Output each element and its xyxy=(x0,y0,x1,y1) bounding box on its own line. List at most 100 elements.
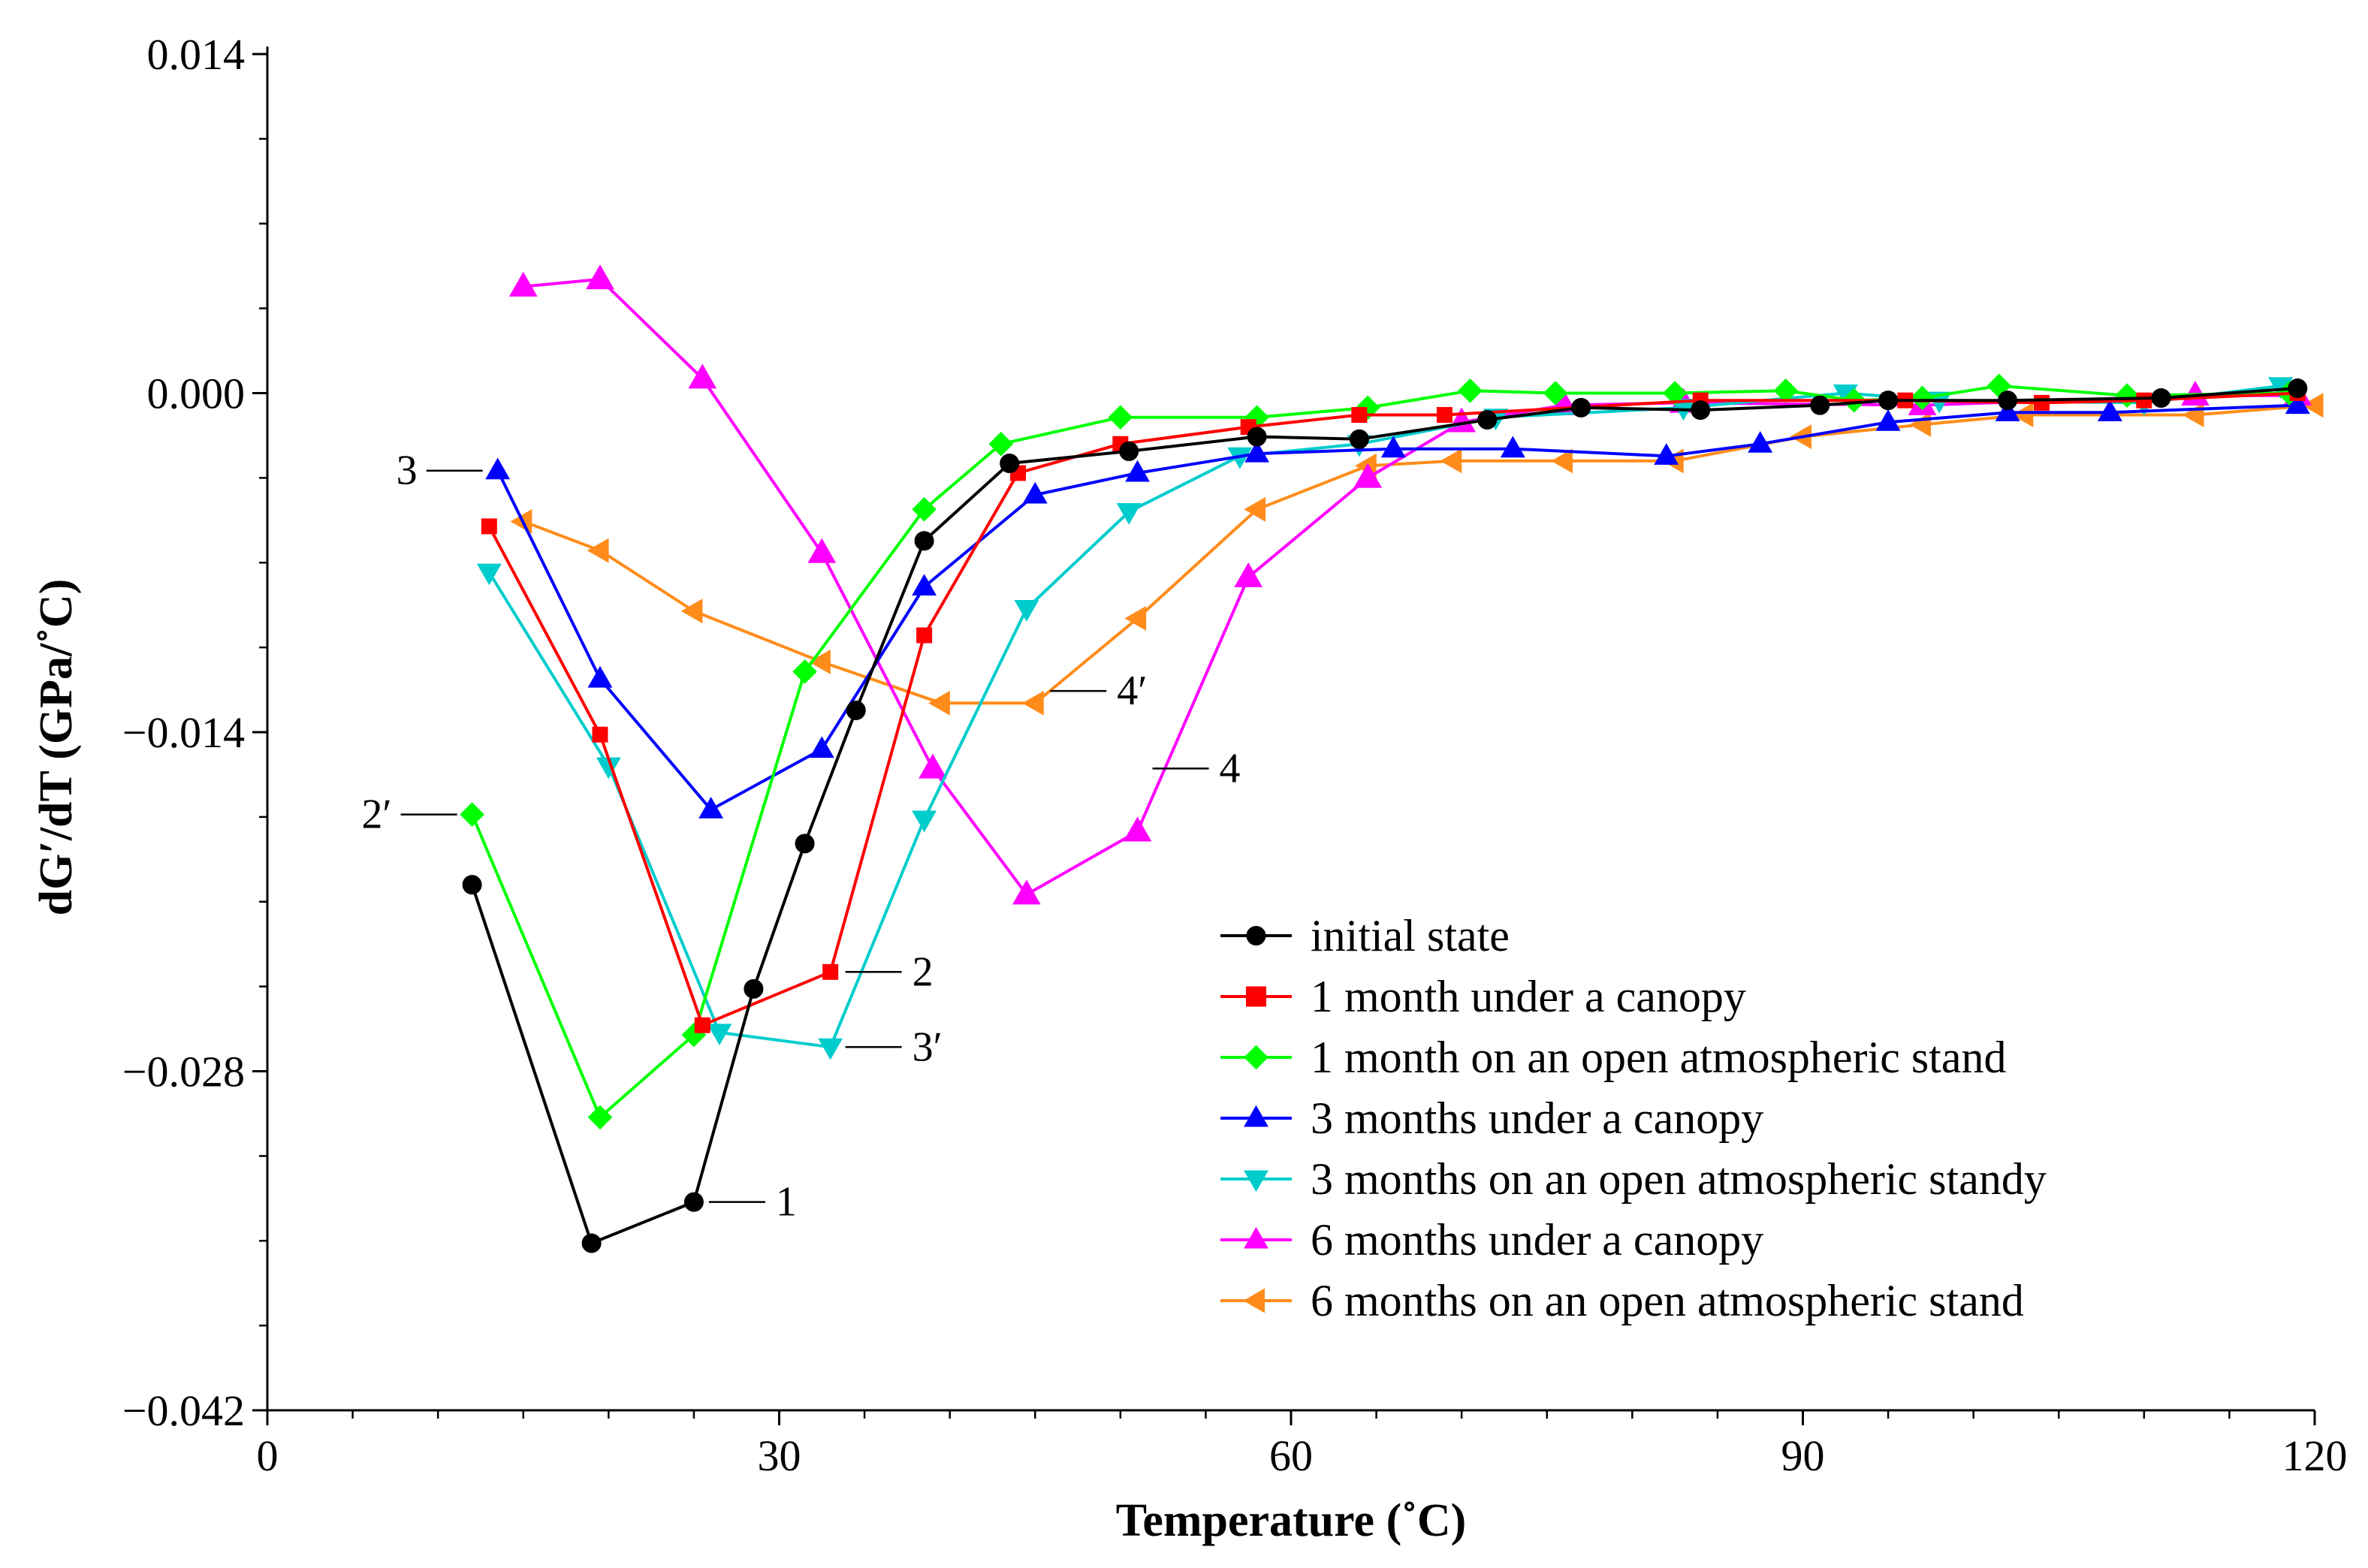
legend-label: initial state xyxy=(1311,911,1510,960)
legend-item: 6 months under a canopy xyxy=(1220,1215,1763,1265)
legend-item: 3 months on an open atmospheric standy xyxy=(1220,1154,2047,1204)
data-point xyxy=(1500,436,1525,458)
data-point xyxy=(1022,481,1048,504)
series-line xyxy=(496,403,2298,812)
data-point xyxy=(592,726,608,743)
data-point xyxy=(2288,378,2308,399)
data-point xyxy=(2136,392,2152,409)
legend-marker xyxy=(1244,1226,1268,1249)
x-axis-title: Temperature (˚C) xyxy=(1116,1495,1467,1546)
data-point xyxy=(2182,403,2204,427)
data-point xyxy=(1543,381,1568,406)
y-tick-label: −0.042 xyxy=(122,1386,245,1435)
axes: 0 30 60 90 120 0.014 0.000 −0.014 −0.028 −0.042 Te… xyxy=(31,30,2348,1546)
data-point xyxy=(1458,378,1483,403)
data-point xyxy=(2151,387,2171,408)
data-point xyxy=(1116,502,1142,525)
data-point xyxy=(1910,385,1935,411)
legend-label: 3 months on an open atmospheric standy xyxy=(1311,1154,2047,1204)
data-point xyxy=(1436,407,1452,424)
x-tick-label: 90 xyxy=(1781,1431,1825,1480)
data-point xyxy=(2285,392,2310,415)
data-point xyxy=(988,431,1014,457)
y-axis-title: dG′/dT (GPa/˚C) xyxy=(31,579,82,916)
data-point xyxy=(1234,562,1263,587)
series-layer xyxy=(460,264,2324,1253)
data-point xyxy=(694,1017,710,1033)
data-point xyxy=(809,736,834,758)
data-point xyxy=(1124,605,1147,631)
legend: initial state 1 month under a canopy 1 mon… xyxy=(1220,911,2047,1325)
legend-marker xyxy=(1246,986,1266,1007)
data-point xyxy=(1810,395,1830,415)
data-point xyxy=(1878,390,1899,411)
data-point xyxy=(1349,429,1369,449)
data-point xyxy=(481,518,497,535)
data-point xyxy=(2301,393,2324,418)
data-point xyxy=(792,659,817,684)
data-point xyxy=(928,690,950,716)
x-tick-label: 120 xyxy=(2282,1431,2348,1480)
legend-label: 6 months on an open atmospheric stand xyxy=(1311,1276,2024,1325)
x-tick-label: 60 xyxy=(1269,1431,1313,1480)
data-point xyxy=(912,810,937,833)
data-point xyxy=(1000,454,1020,474)
y-tick-label: 0.014 xyxy=(147,30,246,79)
data-point xyxy=(912,574,937,596)
data-point xyxy=(919,753,947,779)
annotations: 1 2 2′ 3 3′ 4 4′ xyxy=(361,448,1240,1226)
data-point xyxy=(1477,409,1498,430)
data-point xyxy=(707,1024,732,1046)
data-point xyxy=(1995,400,2020,421)
legend-item: 3 months under a canopy xyxy=(1220,1093,1763,1143)
series-line xyxy=(470,384,2289,1119)
data-point xyxy=(1351,407,1368,424)
data-point xyxy=(1021,690,1044,716)
legend-item: 1 month on an open atmospheric stand xyxy=(1220,1033,2006,1082)
data-point xyxy=(460,802,484,827)
data-point xyxy=(683,1192,704,1212)
x-tick-label: 0 xyxy=(257,1431,279,1480)
data-point xyxy=(485,457,511,480)
data-point xyxy=(744,978,764,999)
data-point xyxy=(2034,394,2050,411)
data-point xyxy=(795,834,815,854)
data-point xyxy=(688,363,717,389)
data-point xyxy=(1773,378,1799,403)
data-point xyxy=(2097,400,2122,421)
data-point xyxy=(822,963,839,980)
data-point xyxy=(1662,381,1688,406)
series-6 xyxy=(508,264,2312,905)
annotation-label: 4 xyxy=(1220,745,1241,792)
data-point xyxy=(912,496,937,522)
y-tick-label: 0.000 xyxy=(147,369,246,418)
legend-label: 1 month on an open atmospheric stand xyxy=(1311,1033,2006,1082)
data-point xyxy=(1440,448,1462,474)
annotation-label: 2 xyxy=(913,948,934,995)
data-point xyxy=(1353,463,1383,488)
data-point xyxy=(462,875,482,895)
legend-label: 6 months under a canopy xyxy=(1311,1215,1763,1265)
series-4 xyxy=(485,392,2310,819)
data-point xyxy=(508,271,538,297)
series-1 xyxy=(462,378,2308,1253)
data-point xyxy=(1748,430,1773,453)
data-point xyxy=(1247,427,1267,447)
data-point xyxy=(587,665,613,688)
legend-item: 6 months on an open atmospheric stand xyxy=(1220,1276,2024,1325)
annotation-label: 3′ xyxy=(913,1024,943,1070)
data-point xyxy=(1691,400,1711,421)
x-tick-label: 30 xyxy=(758,1431,801,1480)
data-point xyxy=(1123,816,1152,842)
legend-label: 1 month under a canopy xyxy=(1311,972,1746,1021)
data-point xyxy=(1014,599,1039,622)
data-point xyxy=(818,1038,843,1060)
data-point xyxy=(1551,448,1573,474)
data-point xyxy=(1654,443,1679,465)
data-point xyxy=(1571,397,1591,418)
y-tick-label: −0.014 xyxy=(122,708,245,757)
data-point xyxy=(1119,441,1139,461)
data-point xyxy=(1244,440,1270,463)
